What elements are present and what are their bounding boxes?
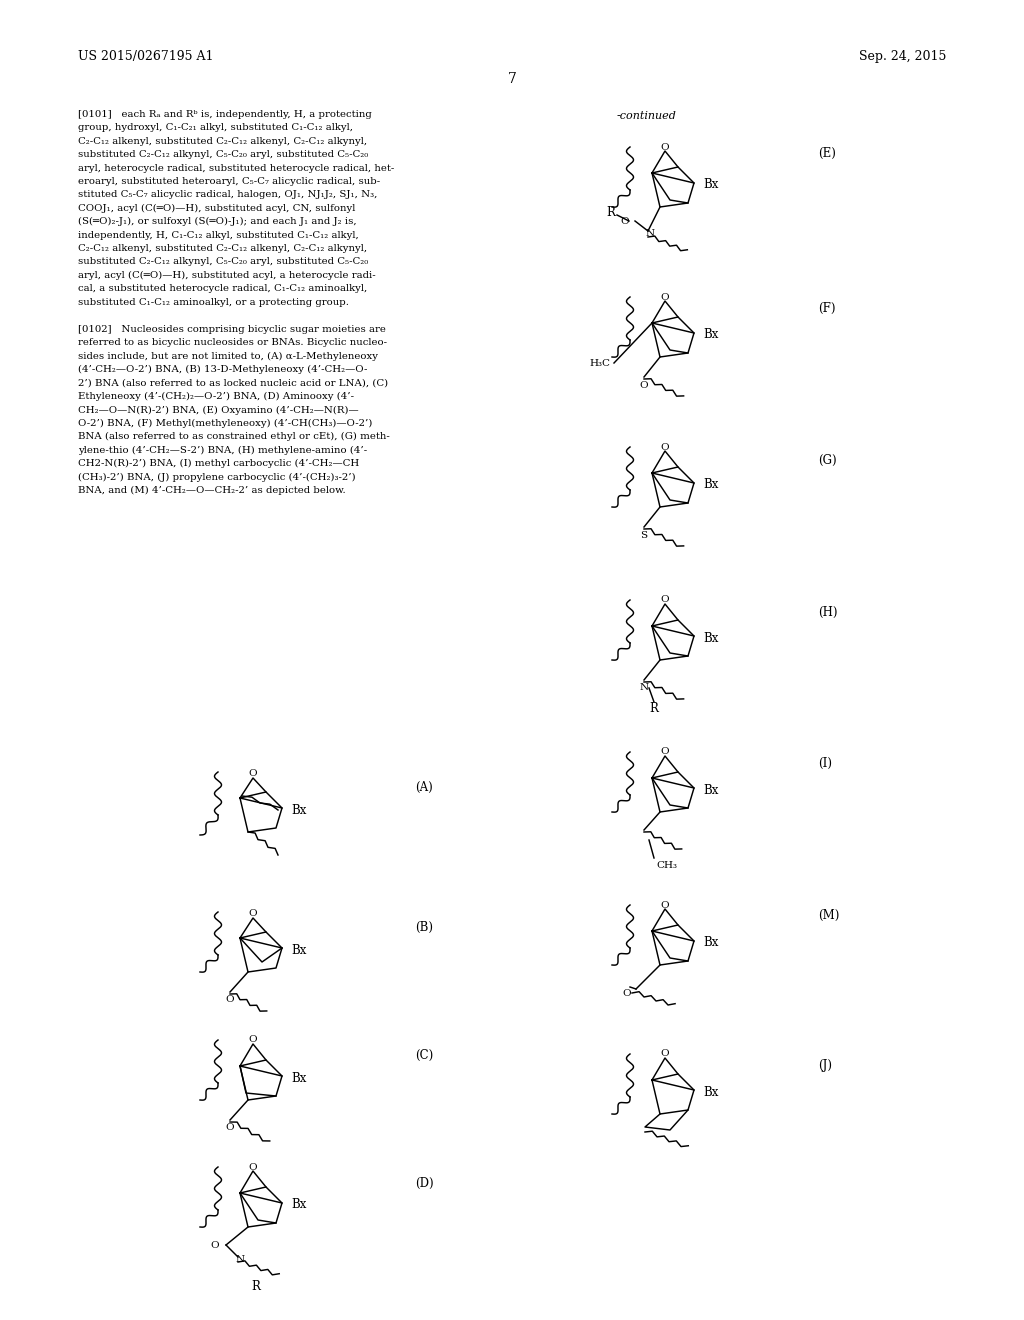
Text: (D): (D)	[415, 1176, 433, 1189]
Text: Sep. 24, 2015: Sep. 24, 2015	[859, 50, 946, 63]
Text: Bx: Bx	[291, 804, 306, 817]
Text: O: O	[249, 909, 257, 919]
Text: eroaryl, substituted heteroaryl, C₅-C₇ alicyclic radical, sub-: eroaryl, substituted heteroaryl, C₅-C₇ a…	[78, 177, 380, 186]
Text: O: O	[660, 143, 670, 152]
Text: Bx: Bx	[291, 1072, 306, 1085]
Text: Bx: Bx	[703, 631, 719, 644]
Text: O: O	[623, 990, 631, 998]
Text: Bx: Bx	[291, 944, 306, 957]
Text: [0101]   each Rₐ and Rᵇ is, independently, H, a protecting: [0101] each Rₐ and Rᵇ is, independently,…	[78, 110, 372, 119]
Text: [0102]   Nucleosides comprising bicyclic sugar moieties are: [0102] Nucleosides comprising bicyclic s…	[78, 325, 386, 334]
Text: Bx: Bx	[703, 479, 719, 491]
Text: 7: 7	[508, 73, 516, 86]
Text: aryl, acyl (C(═O)—H), substituted acyl, a heterocycle radi-: aryl, acyl (C(═O)—H), substituted acyl, …	[78, 271, 376, 280]
Text: (A): (A)	[415, 780, 433, 793]
Text: BNA (also referred to as constrained ethyl or cEt), (G) meth-: BNA (also referred to as constrained eth…	[78, 432, 390, 441]
Text: O: O	[225, 995, 234, 1005]
Text: S: S	[640, 531, 647, 540]
Text: O: O	[660, 1049, 670, 1059]
Text: stituted C₅-C₇ alicyclic radical, halogen, OJ₁, NJ₁J₂, SJ₁, N₃,: stituted C₅-C₇ alicyclic radical, haloge…	[78, 190, 378, 199]
Text: Bx: Bx	[703, 936, 719, 949]
Text: N: N	[236, 1254, 245, 1263]
Text: O: O	[225, 1123, 234, 1133]
Text: CH₃: CH₃	[656, 862, 677, 870]
Text: -continued: -continued	[617, 111, 677, 121]
Text: COOJ₁, acyl (C(═O)—H), substituted acyl, CN, sulfonyl: COOJ₁, acyl (C(═O)—H), substituted acyl,…	[78, 203, 355, 213]
Text: (CH₃)-2’) BNA, (J) propylene carbocyclic (4’-(CH₂)₃-2’): (CH₃)-2’) BNA, (J) propylene carbocyclic…	[78, 473, 355, 482]
Text: R: R	[252, 1280, 260, 1294]
Text: group, hydroxyl, C₁-C₂₁ alkyl, substituted C₁-C₁₂ alkyl,: group, hydroxyl, C₁-C₂₁ alkyl, substitut…	[78, 123, 353, 132]
Text: substituted C₂-C₁₂ alkynyl, C₅-C₂₀ aryl, substituted C₅-C₂₀: substituted C₂-C₁₂ alkynyl, C₅-C₂₀ aryl,…	[78, 150, 369, 160]
Text: BNA, and (M) 4’-CH₂—O—CH₂-2’ as depicted below.: BNA, and (M) 4’-CH₂—O—CH₂-2’ as depicted…	[78, 486, 346, 495]
Text: aryl, heterocycle radical, substituted heterocycle radical, het-: aryl, heterocycle radical, substituted h…	[78, 164, 394, 173]
Text: (E): (E)	[818, 147, 836, 160]
Text: C₂-C₁₂ alkenyl, substituted C₂-C₁₂ alkenyl, C₂-C₁₂ alkynyl,: C₂-C₁₂ alkenyl, substituted C₂-C₁₂ alken…	[78, 137, 368, 145]
Text: ylene-thio (4’-CH₂—S-2’) BNA, (H) methylene-amino (4’-: ylene-thio (4’-CH₂—S-2’) BNA, (H) methyl…	[78, 446, 368, 454]
Text: O-2’) BNA, (F) Methyl(methyleneoxy) (4’-CH(CH₃)—O-2’): O-2’) BNA, (F) Methyl(methyleneoxy) (4’-…	[78, 418, 373, 428]
Text: N: N	[645, 228, 654, 238]
Text: (S(═O)₂-J₁), or sulfoxyl (S(═O)-J₁); and each J₁ and J₂ is,: (S(═O)₂-J₁), or sulfoxyl (S(═O)-J₁); and…	[78, 218, 356, 226]
Text: O: O	[210, 1241, 219, 1250]
Text: O: O	[660, 442, 670, 451]
Text: (B): (B)	[415, 920, 433, 933]
Text: referred to as bicyclic nucleosides or BNAs. Bicyclic nucleo-: referred to as bicyclic nucleosides or B…	[78, 338, 387, 347]
Text: O: O	[249, 1163, 257, 1172]
Text: substituted C₂-C₁₂ alkynyl, C₅-C₂₀ aryl, substituted C₅-C₂₀: substituted C₂-C₁₂ alkynyl, C₅-C₂₀ aryl,…	[78, 257, 369, 267]
Text: O: O	[640, 380, 648, 389]
Text: O: O	[660, 900, 670, 909]
Text: substituted C₁-C₁₂ aminoalkyl, or a protecting group.: substituted C₁-C₁₂ aminoalkyl, or a prot…	[78, 297, 349, 306]
Text: sides include, but are not limited to, (A) α-L-Methyleneoxy: sides include, but are not limited to, (…	[78, 352, 378, 360]
Text: Bx: Bx	[291, 1199, 306, 1212]
Text: Bx: Bx	[703, 1085, 719, 1098]
Text: Bx: Bx	[703, 178, 719, 191]
Text: R: R	[649, 701, 658, 714]
Text: O: O	[660, 595, 670, 605]
Text: CH2-N(R)-2’) BNA, (I) methyl carbocyclic (4’-CH₂—CH: CH2-N(R)-2’) BNA, (I) methyl carbocyclic…	[78, 459, 359, 469]
Text: O: O	[660, 293, 670, 301]
Text: Bx: Bx	[703, 329, 719, 342]
Text: (H): (H)	[818, 606, 838, 619]
Text: Bx: Bx	[703, 784, 719, 796]
Text: (F): (F)	[818, 301, 836, 314]
Text: Ethyleneoxy (4’-(CH₂)₂—O-2’) BNA, (D) Aminooxy (4’-: Ethyleneoxy (4’-(CH₂)₂—O-2’) BNA, (D) Am…	[78, 392, 354, 401]
Text: (G): (G)	[818, 454, 837, 466]
Text: CH₂—O—N(R)-2’) BNA, (E) Oxyamino (4’-CH₂—N(R)—: CH₂—O—N(R)-2’) BNA, (E) Oxyamino (4’-CH₂…	[78, 405, 358, 414]
Text: (M): (M)	[818, 908, 840, 921]
Text: O: O	[249, 1035, 257, 1044]
Text: US 2015/0267195 A1: US 2015/0267195 A1	[78, 50, 213, 63]
Text: R: R	[606, 206, 615, 219]
Text: cal, a substituted heterocycle radical, C₁-C₁₂ aminoalkyl,: cal, a substituted heterocycle radical, …	[78, 284, 368, 293]
Text: independently, H, C₁-C₁₂ alkyl, substituted C₁-C₁₂ alkyl,: independently, H, C₁-C₁₂ alkyl, substitu…	[78, 231, 358, 240]
Text: O: O	[660, 747, 670, 756]
Text: (J): (J)	[818, 1059, 831, 1072]
Text: O: O	[249, 770, 257, 779]
Text: (I): (I)	[818, 756, 831, 770]
Text: (4’-CH₂—O-2’) BNA, (B) 13-D-Methyleneoxy (4’-CH₂—O-: (4’-CH₂—O-2’) BNA, (B) 13-D-Methyleneoxy…	[78, 366, 368, 375]
Text: (C): (C)	[415, 1048, 433, 1061]
Text: 2’) BNA (also referred to as locked nucleic acid or LNA), (C): 2’) BNA (also referred to as locked nucl…	[78, 379, 388, 388]
Text: N: N	[639, 684, 648, 693]
Text: O: O	[621, 216, 629, 226]
Text: H₃C: H₃C	[589, 359, 610, 367]
Text: C₂-C₁₂ alkenyl, substituted C₂-C₁₂ alkenyl, C₂-C₁₂ alkynyl,: C₂-C₁₂ alkenyl, substituted C₂-C₁₂ alken…	[78, 244, 368, 253]
